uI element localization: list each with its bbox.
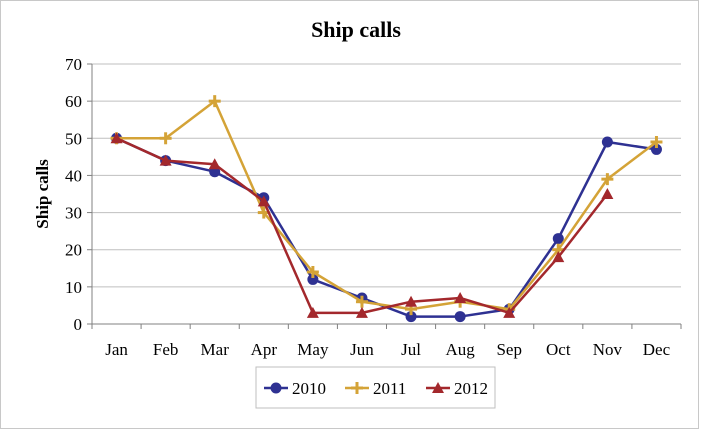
y-tick-label: 10 — [65, 278, 82, 297]
y-tick-label: 20 — [65, 241, 82, 260]
legend-label: 2012 — [454, 379, 488, 398]
data-point-triangle — [110, 132, 123, 144]
data-point-plus — [355, 295, 368, 308]
x-tick-label: Sep — [496, 340, 522, 359]
y-ticks: 0 10 20 30 40 50 60 70 — [65, 55, 92, 334]
data-point-triangle — [208, 158, 221, 170]
data-point-circle — [552, 233, 564, 245]
x-tick-label: Jun — [350, 340, 374, 359]
data-point-triangle — [454, 292, 467, 303]
x-tick-label: Feb — [153, 340, 179, 359]
legend-item-2011: 2011 — [345, 379, 406, 398]
y-tick-label: 50 — [65, 129, 82, 148]
data-point-plus — [650, 136, 663, 148]
data-point-triangle — [355, 306, 368, 318]
legend-item-2012: 2012 — [426, 379, 488, 398]
data-point-triangle — [405, 295, 418, 307]
y-tick-label: 40 — [65, 166, 82, 185]
series-2012 — [110, 132, 614, 318]
x-tick-label: Apr — [251, 340, 278, 359]
gridlines — [92, 63, 681, 288]
legend: 2010 2011 2012 — [264, 379, 488, 398]
legend-label: 2010 — [292, 379, 326, 398]
x-tick-label: Aug — [445, 340, 475, 359]
data-point-plus — [351, 382, 363, 394]
x-tick-label: Nov — [593, 340, 623, 359]
data-point-plus — [208, 95, 221, 108]
data-point-triangle — [552, 251, 565, 263]
data-point-triangle — [503, 306, 516, 318]
legend-label: 2011 — [373, 379, 406, 398]
y-tick-label: 30 — [65, 204, 82, 223]
legend-item-2010: 2010 — [264, 379, 326, 398]
data-point-triangle — [159, 154, 172, 166]
y-tick-label: 70 — [65, 55, 82, 74]
legend-box — [255, 366, 496, 409]
series-line — [116, 137, 657, 318]
y-tick-label: 0 — [74, 315, 83, 334]
series-group — [110, 95, 663, 323]
x-tick-label: Jul — [401, 340, 421, 359]
y-tick-label: 60 — [65, 92, 82, 111]
data-point-plus — [306, 266, 319, 278]
series-2011 — [110, 95, 663, 316]
x-tick-label: Dec — [643, 340, 671, 359]
data-point-triangle — [257, 195, 270, 207]
data-point-circle — [650, 143, 662, 155]
data-point-circle — [601, 136, 613, 148]
data-point-circle — [307, 273, 319, 285]
data-point-triangle — [432, 382, 444, 393]
data-point-triangle — [306, 306, 319, 318]
data-point-plus — [159, 132, 172, 145]
data-point-circle — [454, 311, 466, 323]
y-axis-label: Ship calls — [33, 159, 52, 229]
x-tick-label: Oct — [546, 340, 571, 359]
series-line — [116, 99, 658, 311]
data-point-circle — [405, 311, 417, 323]
axes — [91, 64, 681, 325]
chart-title: Ship calls — [311, 17, 401, 42]
x-tick-label: Mar — [201, 340, 230, 359]
x-ticks: Jan Feb Mar Apr May Jun Jul Aug Sep Oct Nov Dec — [91, 324, 682, 359]
data-point-circle — [270, 382, 282, 394]
data-point-triangle — [601, 188, 614, 199]
data-point-plus — [601, 173, 614, 186]
series-2010 — [111, 132, 662, 323]
x-tick-label: Jan — [105, 340, 128, 359]
x-tick-label: May — [297, 340, 329, 359]
